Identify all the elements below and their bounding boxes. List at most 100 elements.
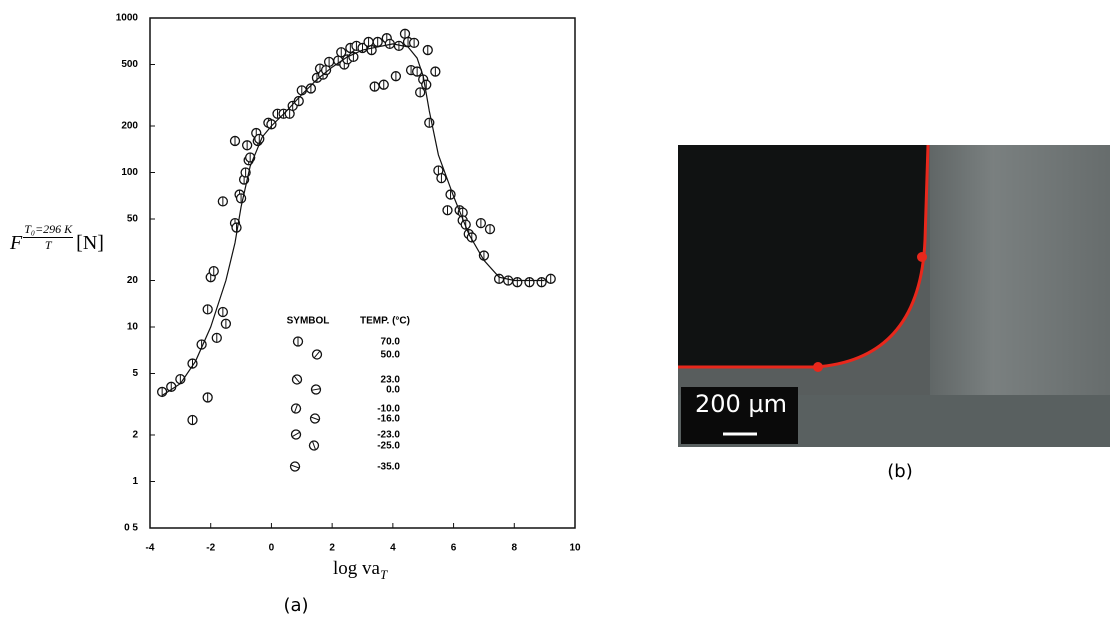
legend-tick xyxy=(292,432,300,437)
data-point xyxy=(208,265,219,277)
contact-point xyxy=(917,252,927,262)
data-point xyxy=(202,304,213,315)
y-tick-label: 500 xyxy=(121,59,138,70)
legend-symbol xyxy=(292,336,304,347)
y-tick-label: 200 xyxy=(121,121,138,132)
data-point xyxy=(266,119,277,130)
panel-caption: (b) xyxy=(887,461,912,482)
legend-tick xyxy=(294,404,298,413)
y-label-denominator: T xyxy=(44,238,52,252)
legend-symbol xyxy=(310,384,322,395)
data-point xyxy=(421,79,432,90)
data-point xyxy=(503,275,514,286)
x-tick-label: -4 xyxy=(146,543,155,554)
data-point xyxy=(422,44,433,56)
data-point xyxy=(293,95,304,107)
data-point xyxy=(436,172,447,184)
legend-symbol xyxy=(311,349,323,360)
data-point xyxy=(217,196,229,207)
legend-symbol xyxy=(308,440,320,451)
y-tick-label: 20 xyxy=(127,275,139,286)
x-tick-label: 2 xyxy=(329,543,335,554)
data-point xyxy=(545,273,556,284)
data-point xyxy=(475,218,487,229)
data-point xyxy=(231,222,242,233)
data-point xyxy=(445,189,456,200)
legend-temp: -16.0 xyxy=(377,414,400,425)
data-point xyxy=(372,36,383,48)
data-point xyxy=(217,306,229,318)
scale-bar-label: 200 µm xyxy=(695,390,787,418)
legend-temp: 50.0 xyxy=(381,350,401,361)
contact-point xyxy=(813,362,823,372)
y-tick-label: 5 xyxy=(132,368,138,379)
legend-tick xyxy=(312,441,316,450)
data-point xyxy=(229,135,241,147)
panel-caption: (a) xyxy=(283,595,308,616)
substrate xyxy=(678,145,1110,447)
y-label-numerator: T₀=296 K xyxy=(23,222,74,238)
data-point xyxy=(493,273,505,284)
legend-header: SYMBOL xyxy=(287,316,330,327)
data-point xyxy=(241,140,253,151)
legend-header: TEMP. (°C) xyxy=(360,316,410,327)
legend-temp: 23.0 xyxy=(381,375,401,386)
data-point xyxy=(524,277,535,288)
data-point xyxy=(536,277,547,288)
y-axis-label: F T₀=296 K T [N] xyxy=(10,222,104,255)
legend-symbol xyxy=(291,374,303,385)
data-point xyxy=(220,318,232,329)
x-tick-label: 0 xyxy=(269,543,275,554)
data-point xyxy=(384,38,395,50)
data-point xyxy=(369,81,380,92)
legend-symbol xyxy=(289,461,301,472)
legend-tick xyxy=(291,464,299,469)
data-point xyxy=(305,83,317,94)
y-tick-label: 50 xyxy=(127,214,139,225)
legend-symbol xyxy=(290,429,302,440)
data-point xyxy=(187,414,198,426)
y-tick-label: 2 xyxy=(132,430,138,441)
data-point xyxy=(296,85,307,96)
data-point xyxy=(512,277,523,288)
y-tick-label: 100 xyxy=(121,167,138,178)
legend-tick xyxy=(314,351,320,358)
y-tick-label: 1000 xyxy=(116,13,139,24)
legend-tick xyxy=(294,376,300,383)
legend-temp: -23.0 xyxy=(377,430,400,441)
data-point xyxy=(442,205,453,216)
data-point xyxy=(415,87,426,98)
data-point xyxy=(390,71,402,82)
data-point xyxy=(336,47,347,58)
data-point xyxy=(408,37,420,49)
x-tick-label: -2 xyxy=(206,543,215,554)
data-point xyxy=(323,56,335,68)
plot-frame xyxy=(149,17,576,529)
legend-tick xyxy=(311,416,319,421)
y-tick-label: 1 xyxy=(132,476,138,487)
legend-temp: 70.0 xyxy=(381,337,401,348)
y-label-unit: [N] xyxy=(76,232,104,254)
legend-temp: -25.0 xyxy=(377,441,400,452)
x-tick-label: 10 xyxy=(569,543,581,554)
x-tick-label: 6 xyxy=(451,543,457,554)
data-point xyxy=(430,66,441,77)
legend-temp: 0.0 xyxy=(386,385,400,396)
y-tick-label: 10 xyxy=(127,322,139,333)
data-point xyxy=(254,133,265,145)
data-point xyxy=(202,392,213,403)
legend-symbol xyxy=(309,413,321,424)
x-label-text: log va xyxy=(333,558,380,579)
data-point xyxy=(187,358,198,369)
legend-symbol xyxy=(290,403,302,414)
data-point xyxy=(166,381,177,392)
data-point xyxy=(484,223,496,235)
y-label-symbol: F xyxy=(10,232,23,254)
data-point xyxy=(478,250,490,261)
legend-temp: -10.0 xyxy=(377,404,400,415)
legend-temp: -35.0 xyxy=(377,462,400,473)
x-axis-label: log vaT xyxy=(333,558,387,583)
y-tick-label: 0 5 xyxy=(124,523,138,534)
